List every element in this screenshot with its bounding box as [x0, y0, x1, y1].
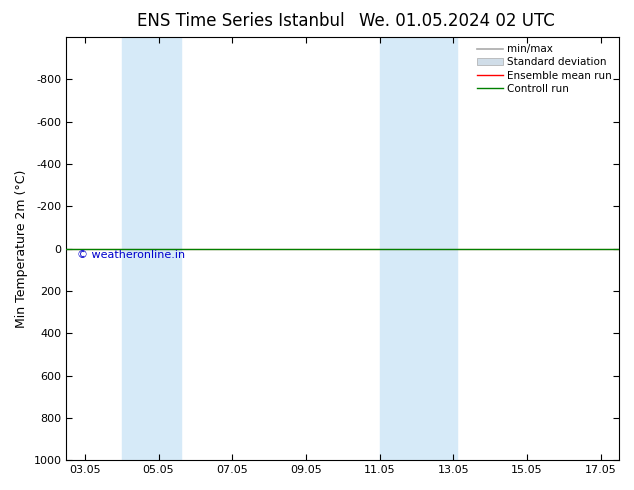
Y-axis label: Min Temperature 2m (°C): Min Temperature 2m (°C) [15, 170, 28, 328]
Bar [122, 37, 181, 460]
Text: © weatheronline.in: © weatheronline.in [77, 250, 186, 260]
Bar [380, 37, 457, 460]
Text: We. 01.05.2024 02 UTC: We. 01.05.2024 02 UTC [359, 12, 554, 30]
Text: ENS Time Series Istanbul: ENS Time Series Istanbul [137, 12, 345, 30]
Legend: min/max, Standard deviation, Ensemble mean run, Controll run: min/max, Standard deviation, Ensemble me… [475, 42, 614, 96]
